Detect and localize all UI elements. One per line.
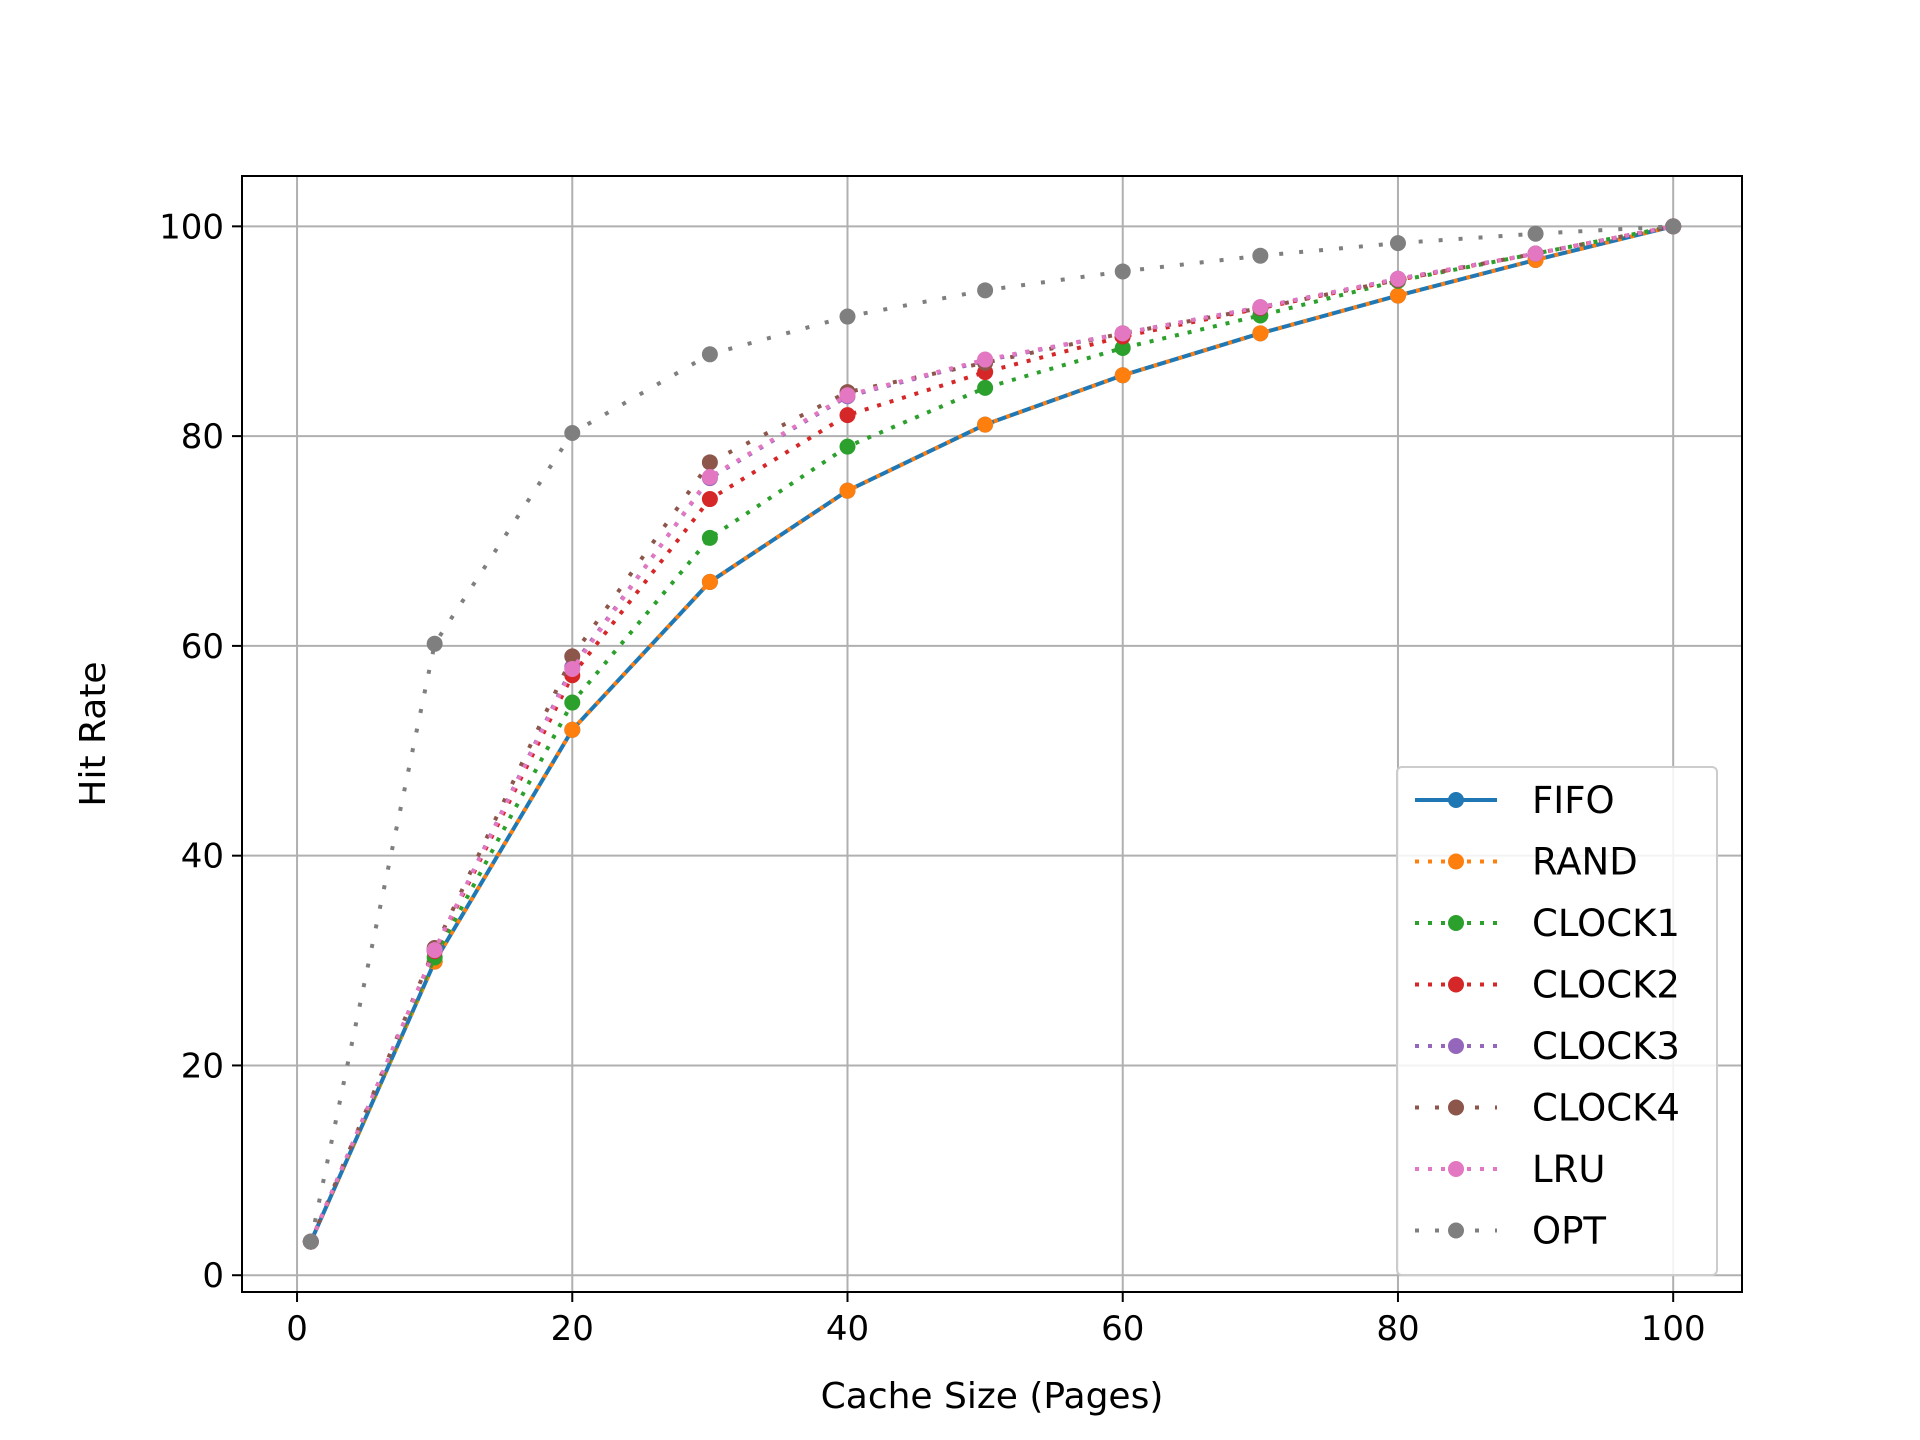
x-tick-label: 20 xyxy=(551,1309,594,1349)
data-point xyxy=(839,308,856,325)
data-point xyxy=(701,573,718,590)
data-point xyxy=(701,454,718,471)
data-point xyxy=(1114,340,1131,357)
series-line xyxy=(308,224,1674,1243)
legend-label-rand: RAND xyxy=(1532,841,1638,884)
data-point xyxy=(839,438,856,455)
data-point xyxy=(426,635,443,652)
data-point xyxy=(1114,325,1131,342)
legend-label-clock2: CLOCK2 xyxy=(1532,964,1680,1007)
legend-marker-clock4 xyxy=(1448,1099,1464,1116)
y-tick-label: 100 xyxy=(159,207,224,247)
x-tick-label: 0 xyxy=(286,1309,308,1349)
y-tick-label: 40 xyxy=(181,837,224,877)
data-point xyxy=(564,424,581,441)
data-point xyxy=(1389,287,1406,304)
y-tick-label: 80 xyxy=(181,417,224,457)
x-tick-label: 40 xyxy=(826,1309,869,1349)
data-point xyxy=(701,491,718,508)
legend-box xyxy=(1396,766,1718,1276)
data-point xyxy=(1389,235,1406,252)
data-point xyxy=(701,469,718,486)
data-point xyxy=(701,529,718,546)
data-point xyxy=(701,346,718,363)
legend-marker-opt xyxy=(1448,1222,1464,1239)
data-point xyxy=(977,351,994,368)
data-point xyxy=(1527,245,1544,262)
legend-label-clock3: CLOCK3 xyxy=(1532,1025,1680,1068)
x-axis-label: Cache Size (Pages) xyxy=(821,1376,1164,1417)
data-point xyxy=(1252,325,1269,342)
data-point xyxy=(1114,263,1131,280)
data-point xyxy=(1252,299,1269,316)
legend-marker-clock2 xyxy=(1448,976,1464,993)
legend-marker-rand xyxy=(1448,853,1464,870)
plot-area-frame xyxy=(241,175,1743,1293)
data-point xyxy=(977,379,994,396)
data-point xyxy=(1389,270,1406,287)
axis-ticks: 0 20 40 60 80 100 0 20 40 60 80 100 xyxy=(159,207,1706,1349)
legend-marker-clock3 xyxy=(1448,1038,1464,1054)
legend-label-fifo: FIFO xyxy=(1532,779,1615,822)
y-tick-label: 60 xyxy=(181,627,224,667)
x-tick-label: 60 xyxy=(1101,1309,1144,1349)
data-point xyxy=(1665,218,1682,235)
x-tick-label: 100 xyxy=(1641,1309,1706,1349)
data-point xyxy=(839,387,856,404)
data-point xyxy=(977,282,994,299)
y-tick-label: 20 xyxy=(181,1046,224,1086)
data-point xyxy=(839,482,856,499)
data-point xyxy=(564,694,581,711)
data-point xyxy=(1252,247,1269,264)
legend: FIFO RAND CLOCK1 CLOCK2 CLOCK3 CLOCK4 LRU OPT xyxy=(1396,766,1718,1276)
y-tick-label: 0 xyxy=(202,1256,224,1296)
data-point xyxy=(977,416,994,433)
data-point xyxy=(839,407,856,424)
y-axis-label: Hit Rate xyxy=(73,661,114,806)
data-point xyxy=(302,1233,319,1250)
legend-label-clock4: CLOCK4 xyxy=(1532,1087,1680,1130)
legend-label-lru: LRU xyxy=(1532,1148,1605,1191)
series-layer xyxy=(302,218,1682,1250)
legend-label-opt: OPT xyxy=(1532,1210,1606,1253)
data-point xyxy=(564,660,581,677)
data-point xyxy=(1527,225,1544,242)
data-point xyxy=(426,942,443,959)
legend-marker-fifo xyxy=(1448,792,1464,808)
data-point xyxy=(564,721,581,738)
series-opt xyxy=(302,218,1682,1250)
legend-marker-lru xyxy=(1448,1161,1464,1177)
legend-label-clock1: CLOCK1 xyxy=(1532,902,1680,945)
legend-marker-clock1 xyxy=(1448,915,1464,931)
x-tick-label: 80 xyxy=(1376,1309,1419,1349)
data-point xyxy=(1114,367,1131,384)
